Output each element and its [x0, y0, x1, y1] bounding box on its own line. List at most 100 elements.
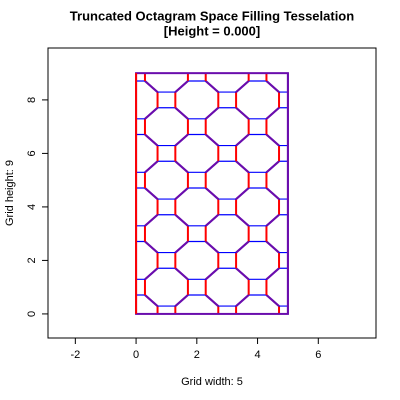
tile-edge [115, 268, 128, 279]
tile-edge [144, 294, 159, 307]
tile-edge [115, 188, 128, 199]
tile-edge [297, 108, 310, 119]
tile-edge [115, 81, 128, 92]
tile-edge [327, 215, 340, 226]
tile-edge [84, 215, 97, 226]
tile-edge [115, 54, 128, 65]
tile-edge [297, 349, 310, 360]
x-tick-label: 4 [254, 349, 260, 361]
tile-edge [358, 215, 371, 226]
tile-edge [327, 295, 340, 306]
tile-edge [205, 240, 219, 254]
tile-edge [175, 54, 188, 65]
tile-edge [115, 134, 128, 145]
tile-edge [266, 322, 279, 333]
tile-edge [236, 322, 249, 333]
tile-edge [54, 108, 67, 119]
tile-edge [265, 240, 280, 254]
tile-edge [115, 322, 128, 333]
tile-edge [145, 54, 158, 65]
tile-edge [266, 322, 279, 333]
tile-edge [327, 188, 340, 199]
tile-edge [327, 54, 340, 65]
tile-edge [235, 267, 250, 281]
tile-edge [174, 187, 189, 200]
y-tick-label: 2 [26, 257, 38, 263]
tile-edge [297, 241, 310, 252]
tile-edge [84, 108, 97, 119]
tile-edge [205, 133, 219, 147]
tile-edge [84, 349, 97, 360]
tile-edge [115, 349, 128, 360]
tile-edge [115, 134, 128, 145]
tile-edge [115, 268, 128, 279]
tile-edge [84, 161, 97, 172]
tile-edge [297, 108, 310, 119]
tile-edge [175, 349, 188, 360]
tile-edge [327, 268, 340, 279]
tile-edge [144, 187, 159, 200]
x-tick-label: 2 [194, 349, 200, 361]
tile-edge [327, 241, 340, 252]
tile-edge [358, 188, 371, 199]
tile-edge [358, 161, 371, 172]
tile-edge [327, 134, 340, 145]
tile-edge [206, 54, 219, 65]
tile-edge [297, 268, 310, 279]
tile-edge [115, 215, 128, 226]
tile-edge [327, 134, 340, 145]
tile-edge [205, 160, 219, 174]
tile-edge [84, 188, 97, 199]
tile-edge [115, 27, 128, 38]
tile-edge [84, 295, 97, 306]
tile-edge [327, 241, 340, 252]
tile-edge [175, 322, 188, 333]
tile-edge [206, 322, 219, 333]
tile-edge [84, 268, 97, 279]
tile-edge [174, 133, 189, 147]
tile-edge [297, 295, 310, 306]
tile-edge [84, 27, 97, 38]
tile-edge [265, 160, 280, 174]
tile-edge [206, 349, 219, 360]
tile-edge [266, 54, 279, 65]
tile-edge [84, 215, 97, 226]
tile-edge [144, 213, 159, 227]
tile-edge [327, 54, 340, 65]
tile-edge [235, 240, 250, 254]
tile-edge [358, 54, 371, 65]
tile-edge [84, 161, 97, 172]
tile-edge [297, 215, 310, 226]
tile-edge [174, 240, 189, 254]
tile-edge [297, 322, 310, 333]
tile-edge [265, 106, 280, 120]
tessellation [54, 27, 371, 360]
tile-edge [265, 80, 280, 93]
tile-edge [358, 349, 371, 360]
tile-edge [297, 161, 310, 172]
tile-edge [145, 322, 158, 333]
tile-edge [144, 267, 159, 281]
tile-edge [327, 322, 340, 333]
tile-edge [236, 54, 249, 65]
tile-edge [174, 160, 189, 174]
tile-edge [206, 322, 219, 333]
tile-edge [145, 322, 158, 333]
tile-edge [327, 161, 340, 172]
tile-edge [297, 188, 310, 199]
tile-edge [205, 80, 219, 93]
tile-edge [327, 215, 340, 226]
tile-edge [265, 213, 280, 227]
chart-title: Truncated Octagram Space Filling Tessela… [70, 8, 354, 23]
tile-edge [115, 322, 128, 333]
tile-edge [54, 81, 67, 92]
tile-edge [54, 295, 67, 306]
x-tick-label: 6 [315, 349, 321, 361]
tile-edge [144, 240, 159, 254]
tile-edge [54, 161, 67, 172]
tile-edge [54, 268, 67, 279]
tile-edge [174, 294, 189, 307]
tile-edge [205, 267, 219, 281]
tile-edge [115, 108, 128, 119]
